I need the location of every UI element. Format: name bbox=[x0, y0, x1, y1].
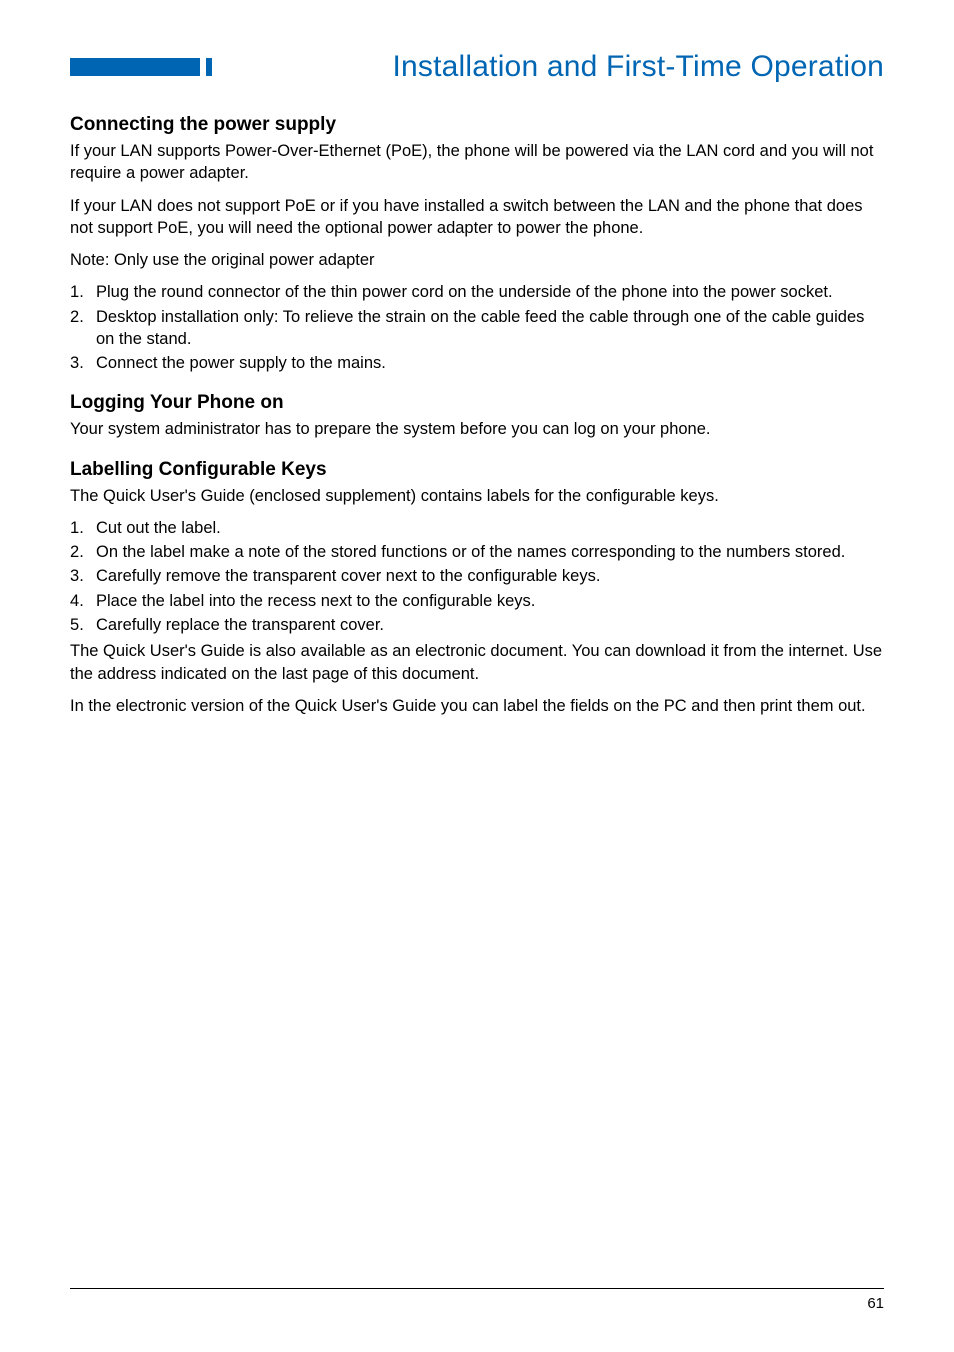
page-number: 61 bbox=[867, 1295, 884, 1312]
numbered-list-power-supply: Plug the round connector of the thin pow… bbox=[70, 281, 884, 374]
page-footer: 61 bbox=[70, 1288, 884, 1312]
numbered-list-labelling: Cut out the label. On the label make a n… bbox=[70, 517, 884, 636]
list-item: Plug the round connector of the thin pow… bbox=[70, 281, 884, 303]
main-content: Connecting the power supply If your LAN … bbox=[70, 114, 884, 717]
section-heading-labelling: Labelling Configurable Keys bbox=[70, 459, 884, 481]
header-accent-bar bbox=[70, 58, 200, 76]
list-item: Desktop installation only: To relieve th… bbox=[70, 306, 884, 351]
body-paragraph: If your LAN supports Power-Over-Ethernet… bbox=[70, 140, 884, 185]
list-item: Cut out the label. bbox=[70, 517, 884, 539]
list-item: Carefully replace the transparent cover. bbox=[70, 614, 884, 636]
body-paragraph: The Quick User's Guide is also available… bbox=[70, 640, 884, 685]
page-header: Installation and First-Time Operation bbox=[70, 50, 884, 84]
body-paragraph: The Quick User's Guide (enclosed supplem… bbox=[70, 485, 884, 507]
list-item: Connect the power supply to the mains. bbox=[70, 352, 884, 374]
body-paragraph: In the electronic version of the Quick U… bbox=[70, 695, 884, 717]
section-heading-logging: Logging Your Phone on bbox=[70, 392, 884, 414]
body-paragraph: Your system administrator has to prepare… bbox=[70, 418, 884, 440]
list-item: On the label make a note of the stored f… bbox=[70, 541, 884, 563]
header-accent-tick bbox=[206, 58, 212, 76]
list-item: Place the label into the recess next to … bbox=[70, 590, 884, 612]
section-heading-power-supply: Connecting the power supply bbox=[70, 114, 884, 136]
list-item: Carefully remove the transparent cover n… bbox=[70, 565, 884, 587]
body-paragraph: Note: Only use the original power adapte… bbox=[70, 249, 884, 271]
body-paragraph: If your LAN does not support PoE or if y… bbox=[70, 195, 884, 240]
page-title: Installation and First-Time Operation bbox=[224, 50, 884, 84]
